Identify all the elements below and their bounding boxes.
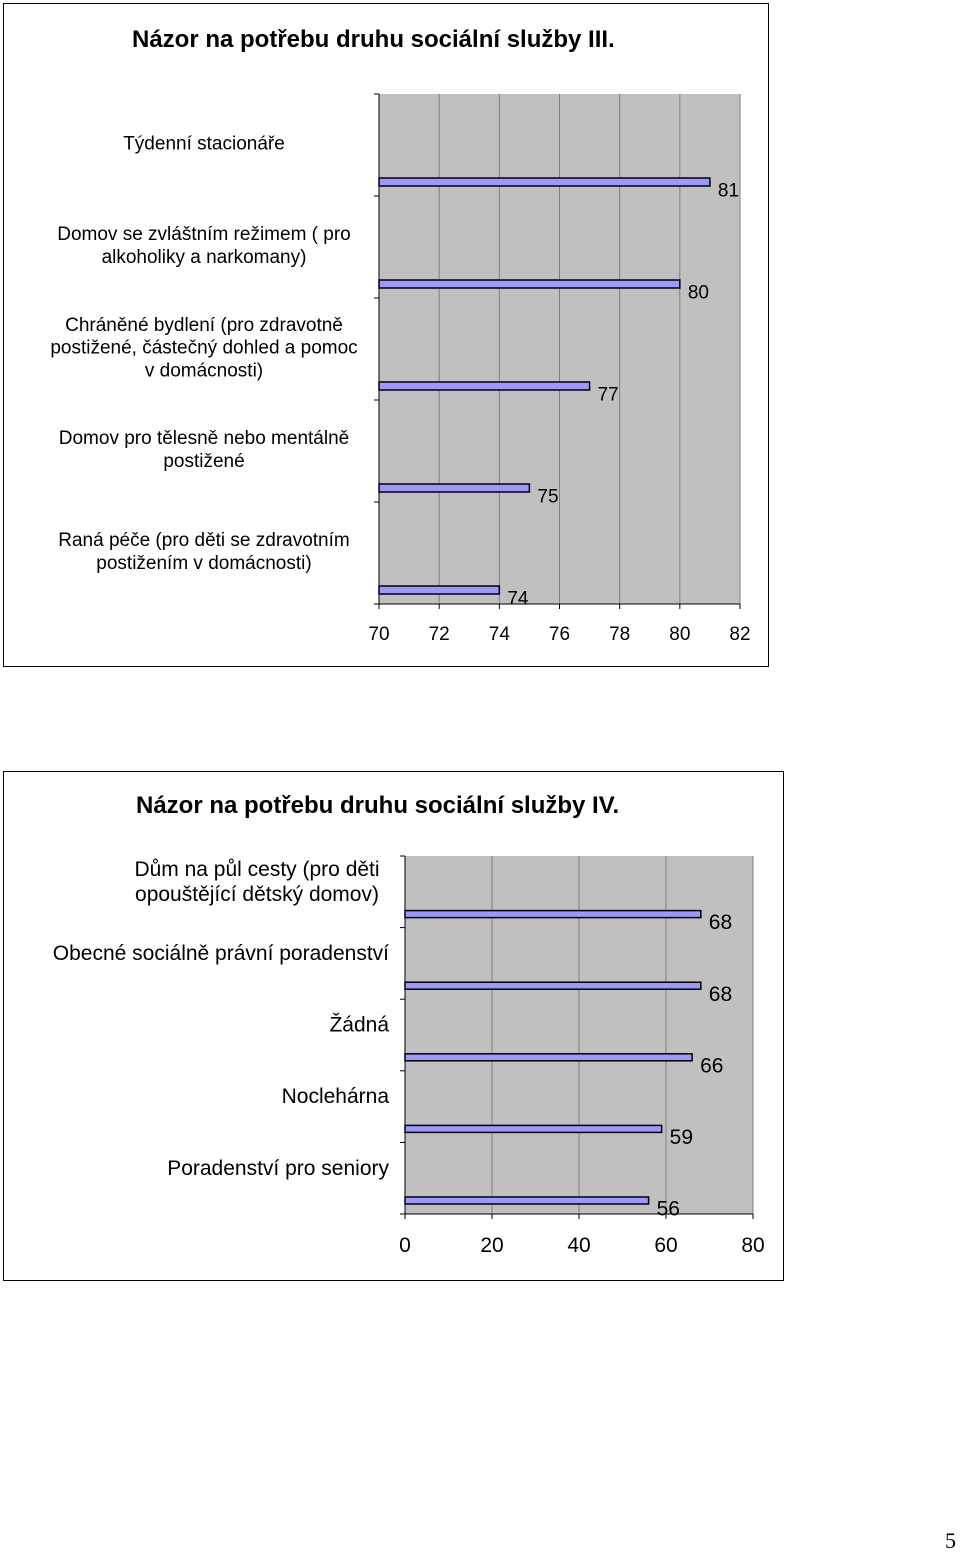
x-tick-label: 70 <box>368 624 389 645</box>
bar <box>378 585 501 595</box>
data-label: 68 <box>709 983 732 1006</box>
data-label: 81 <box>718 180 739 201</box>
x-tick-label: 40 <box>567 1234 590 1257</box>
category-label-line: postižené <box>163 451 244 472</box>
bar <box>404 981 702 990</box>
category-label-line: postižením v domácnosti) <box>96 553 311 574</box>
chart-title: Názor na potřebu druhu sociální služby I… <box>136 792 620 819</box>
bar <box>378 381 591 391</box>
x-tick-label: 78 <box>609 624 630 645</box>
category-label: Domov pro tělesně nebo mentálně postižené <box>59 428 349 472</box>
x-tick-label: 0 <box>399 1234 411 1257</box>
category-label-line: Domov pro tělesně nebo mentálně <box>59 428 349 449</box>
chart-panel-iii: Názor na potřebu druhu sociální služby I… <box>3 3 769 667</box>
category-label: Noclehárna <box>282 1085 390 1108</box>
bar <box>378 177 711 187</box>
data-label: 66 <box>700 1054 723 1077</box>
category-label: Poradenství pro seniory <box>167 1157 389 1180</box>
data-label: 75 <box>537 486 558 507</box>
category-label: Raná péče (pro děti se zdravotním postiže… <box>58 530 350 574</box>
category-label-line: Týdenní stacionáře <box>123 134 285 155</box>
x-tick-label: 80 <box>669 624 690 645</box>
bar <box>404 909 702 919</box>
x-tick-label: 74 <box>489 624 511 645</box>
category-label-line: Domov se zvláštním režimem ( pro <box>57 224 351 245</box>
data-label: 59 <box>670 1126 693 1149</box>
bar-chart-iv: 0 20 40 60 80 68 Dům na půl cesty (pro děti opo… <box>53 855 765 1257</box>
category-label-line: opouštějící dětský domov) <box>135 883 379 906</box>
category-label-line: Dům na půl cesty (pro děti <box>134 858 379 881</box>
data-label: 56 <box>657 1198 680 1221</box>
category-label: Obecné sociálně právní poradenství <box>53 942 389 965</box>
bar <box>404 1196 650 1205</box>
category-label-line: Raná péče (pro děti se zdravotním <box>58 530 350 551</box>
bar <box>404 1124 663 1134</box>
category-label-line: Chráněné bydlení (pro zdravotně <box>65 315 343 336</box>
page-number: 5 <box>945 1528 956 1553</box>
category-label-line: Poradenství pro seniory <box>167 1157 389 1180</box>
data-label: 68 <box>709 911 732 934</box>
bar-chart-iii: 70 72 74 76 78 80 82 81 Týdenní stacionáře 80 Domo… <box>50 93 751 645</box>
category-label-line: alkoholiky a narkomany) <box>102 247 307 268</box>
category-label-line: v domácnosti) <box>145 360 263 381</box>
category-label-line: Žádná <box>329 1014 389 1037</box>
x-tick-label: 76 <box>549 624 570 645</box>
chart-panel-iv: Názor na potřebu druhu sociální služby I… <box>3 771 784 1281</box>
data-label: 80 <box>688 282 709 303</box>
x-tick-label: 82 <box>729 624 750 645</box>
category-label: Domov se zvláštním režimem ( pro alkoholi… <box>57 224 351 268</box>
x-tick-label: 80 <box>741 1234 764 1257</box>
category-label: Žádná <box>329 1014 389 1037</box>
bar <box>378 279 681 289</box>
category-label: Chráněné bydlení (pro zdravotně postižené… <box>50 315 357 382</box>
bar <box>378 483 531 493</box>
data-label: 74 <box>507 588 529 609</box>
category-label-line: postižené, částečný dohled a pomoc <box>50 338 357 359</box>
category-label: Týdenní stacionáře <box>123 134 285 155</box>
x-tick-label: 60 <box>654 1234 677 1257</box>
category-label-line: Obecné sociálně právní poradenství <box>53 942 389 965</box>
x-tick-label: 20 <box>480 1234 503 1257</box>
category-label: Dům na půl cesty (pro děti opouštějící dě… <box>134 858 379 906</box>
data-label: 77 <box>598 384 619 405</box>
category-label-line: Noclehárna <box>282 1085 390 1108</box>
chart-title: Názor na potřebu druhu sociální služby I… <box>132 26 615 53</box>
bar <box>404 1053 693 1062</box>
x-tick-label: 72 <box>429 624 450 645</box>
